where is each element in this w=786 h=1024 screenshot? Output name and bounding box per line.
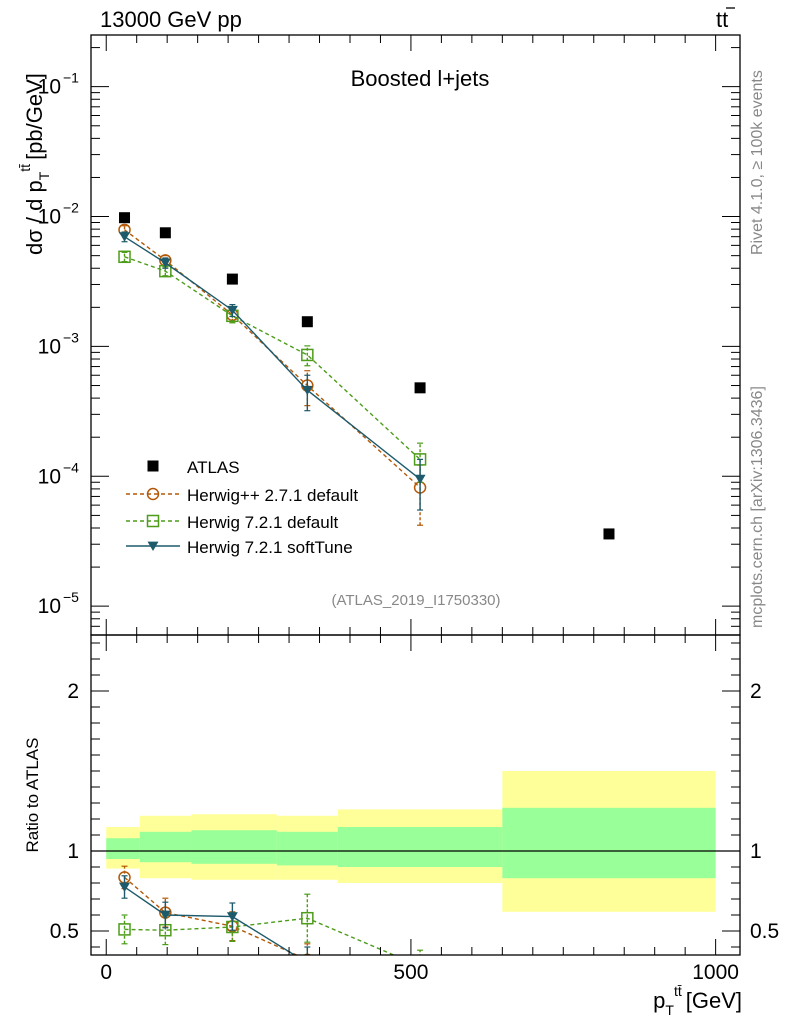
y-tick-label: 10 — [38, 76, 61, 99]
ratio-frame — [90, 634, 741, 956]
legend-marker — [146, 487, 160, 501]
ratio-y-tick-label-right: 2 — [750, 680, 762, 703]
uncertainty-band-inner — [276, 831, 338, 866]
ratio-series-2-line — [124, 886, 296, 955]
x-tick-label: 0 — [100, 961, 112, 984]
main-series-0-point — [119, 212, 131, 224]
y-tick-label: 10 — [38, 595, 61, 618]
main-series-1-line — [124, 229, 421, 489]
ratio-series-2-point — [159, 910, 171, 920]
x-title-sub: T — [665, 1002, 674, 1018]
legend-label: Herwig 7.2.1 softTune — [187, 538, 353, 557]
uncertainty-band-inner — [139, 831, 192, 863]
ratio-y-tick-label: 0.5 — [50, 920, 79, 943]
y-title-unit: [pb/GeV] — [22, 73, 47, 160]
analysis-tag: (ATLAS_2019_I1750330) — [331, 592, 500, 609]
ratio-series-2-point — [119, 882, 131, 892]
y-title-text: dσ / d p — [22, 180, 47, 255]
process-label: tt — [716, 7, 728, 32]
x-tick-label: 500 — [393, 961, 428, 984]
ratio-panel: 0.5 0.5 1 1 2 2 0 500 1000 Ratio to ATLAS pTtt̄ [… — [23, 634, 779, 1018]
ratio-series-2-point — [226, 912, 238, 922]
ratio-y-tick-label: 2 — [67, 680, 79, 703]
plot-title: Boosted l+jets — [351, 66, 490, 91]
ratio-y-tick-label-right: 0.5 — [750, 920, 779, 943]
main-series-2-point — [301, 348, 314, 362]
x-axis-title: pTtt̄ [GeV] — [653, 983, 742, 1018]
y-tick-label: 10 — [38, 206, 61, 229]
main-data — [118, 212, 615, 540]
y-tick-label: 10 — [38, 465, 61, 488]
x-tick-label: 1000 — [692, 961, 739, 984]
uncertainty-band-inner — [337, 827, 503, 867]
main-series-3-point — [414, 474, 426, 485]
main-series-0-point — [603, 528, 615, 540]
y-title-sub: T — [36, 171, 52, 180]
legend-label: Herwig 7.2.1 default — [187, 513, 338, 532]
ratio-data — [91, 771, 740, 968]
y-tick-label-exponent: −3 — [63, 329, 79, 345]
legend-marker — [147, 541, 159, 551]
process-label-t: t — [716, 7, 722, 32]
main-series-0-point — [414, 382, 426, 394]
energy-label: 13000 GeV pp — [100, 7, 242, 32]
main-series-0-point — [226, 273, 238, 285]
ratio-series-0-point — [303, 953, 312, 955]
y-tick-label: 10 — [38, 335, 61, 358]
ratio-series-1-point — [118, 923, 131, 936]
main-series-0-point — [301, 316, 313, 328]
ratio-series-1-point — [301, 911, 314, 925]
uncertainty-band-inner — [502, 807, 716, 879]
y-tick-label-exponent: −2 — [63, 200, 79, 216]
x-title-text: p — [653, 988, 665, 1013]
main-panel: 10−510−410−310−210−1 Boosted l+jets (ATL… — [17, 34, 741, 636]
main-series-3-line — [124, 236, 421, 480]
legend: ATLAS Herwig++ 2.7.1 default Herwig 7.2.1 … — [126, 458, 358, 557]
legend-marker — [147, 460, 159, 472]
main-series-0-point — [159, 227, 171, 239]
y-title-sup: tt̄ — [17, 164, 33, 172]
ratio-y-tick-label: 1 — [67, 840, 79, 863]
y-tick-label-exponent: −1 — [63, 70, 79, 86]
uncertainty-band-inner — [191, 830, 277, 864]
mcplots-label: mcplots.cern.ch [arXiv:1306.3436] — [749, 386, 766, 628]
ratio-y-tick-label-right: 1 — [750, 840, 762, 863]
ratio-series-2-point — [302, 959, 313, 968]
legend-marker — [146, 514, 160, 528]
main-series-3-point — [159, 258, 171, 268]
x-title-sup: tt̄ — [674, 983, 682, 999]
x-title-unit: [GeV] — [686, 988, 742, 1013]
y-tick-label-exponent: −5 — [63, 589, 79, 605]
uncertainty-band-inner — [106, 838, 140, 859]
y-tick-label-exponent: −4 — [63, 459, 79, 475]
y-axis-title-main: dσ / d pTtt̄ [pb/GeV] — [17, 73, 52, 255]
main-series-2-line — [124, 256, 421, 460]
process-label-tbar: t — [722, 7, 728, 32]
main-series-3-point — [226, 305, 238, 316]
main-series-2-point — [118, 250, 131, 264]
main-series-3-point — [119, 232, 131, 242]
y-axis-title-ratio: Ratio to ATLAS — [23, 738, 42, 853]
main-axes: 10−510−410−310−210−1 — [38, 34, 741, 636]
rivet-label: Rivet 4.1.0, ≥ 100k events — [749, 70, 766, 255]
legend-label: ATLAS — [187, 458, 240, 477]
legend-label: Herwig++ 2.7.1 default — [187, 486, 358, 505]
main-series-3-point — [301, 385, 313, 396]
ratio-axes: 0.5 0.5 1 1 2 2 0 500 1000 — [50, 634, 779, 984]
